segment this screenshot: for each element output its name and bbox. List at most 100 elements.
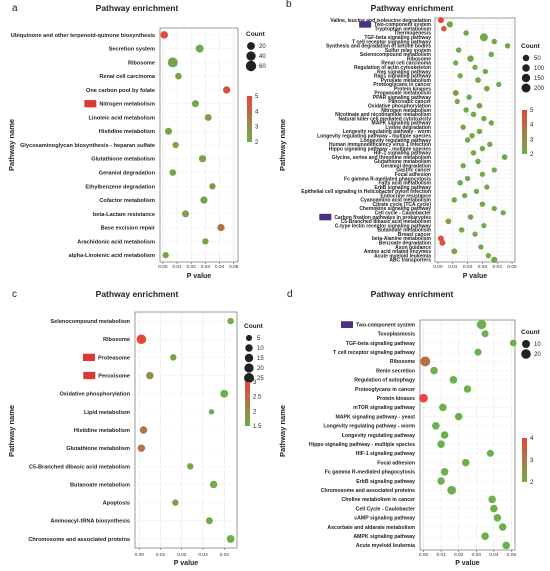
- x-tick-label: 0.00: [433, 264, 443, 270]
- data-point: [460, 163, 466, 169]
- pathway-label: Selenocompound metabolism: [50, 319, 130, 325]
- pathway-label: Citrate cycle (TCA cycle): [373, 202, 432, 208]
- pathway-label: Selenocompound metabolism: [360, 52, 432, 58]
- pathway-label: Ethylbenzene degradation: [85, 184, 155, 190]
- data-point: [181, 210, 190, 218]
- x-tick-label: 0.05: [229, 264, 239, 270]
- data-point: [460, 124, 466, 130]
- data-point: [463, 385, 472, 393]
- data-point: [464, 175, 471, 182]
- pathway-label: Natural killer cell mediated cytotoxicit…: [338, 116, 431, 122]
- pathway-label: Amino acid related enzymes: [364, 249, 431, 255]
- count-legend-value: 10: [257, 346, 264, 352]
- pathway-label: Secretion system: [109, 47, 155, 53]
- pathway-label: alpha-Linolenic acid metabolism: [69, 253, 155, 259]
- pathway-label: Fc gamma R-mediated phagocytosis: [325, 470, 415, 476]
- count-legend-dot: [245, 344, 253, 352]
- count-legend-dot: [521, 73, 531, 83]
- y-axis-label: Pathway name: [7, 119, 16, 171]
- count-legend-value: 20: [534, 352, 541, 358]
- count-legend-title: Count: [521, 43, 541, 50]
- count-legend-dot: [522, 54, 530, 62]
- pathway-label: Benzoate degradation: [379, 240, 431, 246]
- count-legend-value: 50: [534, 56, 541, 62]
- pathway-label: Ribosome: [103, 337, 130, 343]
- pathway-label: Propanoate metabolism: [374, 91, 431, 97]
- data-point: [479, 145, 486, 152]
- data-point: [437, 440, 445, 448]
- pathway-label: Oxidative phosphorylation: [368, 104, 431, 110]
- pathway-label: beta-Alanine metabolism: [372, 236, 432, 242]
- color-legend-value: 4: [530, 123, 534, 129]
- pathway-label: Breast cancer: [398, 232, 431, 238]
- x-tick-label: 0.01: [448, 264, 458, 270]
- data-point: [191, 100, 199, 108]
- pathway-label: Two-component system: [374, 22, 431, 28]
- pathway-label: Renin secretion: [376, 368, 415, 374]
- y-axis-label: Pathway name: [7, 405, 16, 457]
- pathway-label: Gastric cancer: [396, 168, 431, 174]
- count-legend-value: 60: [259, 64, 266, 70]
- pathway-label: Apoptosis: [103, 501, 130, 507]
- pathway-label: Focal adhesion: [377, 460, 415, 466]
- data-point: [491, 38, 498, 45]
- data-point: [200, 196, 208, 204]
- data-point: [432, 422, 440, 430]
- color-legend-value: 5: [530, 108, 534, 114]
- pathway-label: HIF-1 signaling pathway: [356, 451, 415, 457]
- x-axis-label: P value: [187, 273, 211, 280]
- pathway-label: Fc gamma R-mediated phagocytosis: [344, 176, 431, 182]
- data-point: [455, 47, 462, 53]
- pathway-label: Longevity regulating pathway: [360, 138, 431, 144]
- count-legend-value: 10: [534, 342, 541, 348]
- pathway-label: Renal cell carcinoma: [99, 74, 156, 80]
- pathway-label: ErbB signaling pathway: [374, 185, 431, 191]
- data-point: [488, 120, 495, 126]
- pathway-label: Protein kinases: [394, 86, 431, 92]
- pathway-label: Endocrine resistance: [380, 193, 431, 199]
- data-point: [487, 141, 493, 147]
- color-legend-bar: [247, 96, 252, 142]
- x-tick-label: 0.02: [177, 552, 187, 558]
- x-axis-label: P value: [174, 560, 198, 567]
- data-point: [445, 218, 452, 225]
- data-point: [473, 188, 480, 195]
- data-point: [485, 252, 491, 259]
- data-point: [208, 409, 215, 415]
- data-point: [490, 504, 498, 513]
- pathway-label: Longevity regulating pathway - worm: [323, 424, 415, 430]
- pathway-label: Ubiquinone and other terpenoid-quinone b…: [11, 33, 155, 39]
- data-point: [209, 480, 218, 489]
- data-point: [493, 514, 502, 522]
- data-point: [496, 81, 502, 88]
- x-tick-label: 0.04: [215, 264, 225, 270]
- data-point: [441, 25, 447, 32]
- data-point: [478, 244, 484, 250]
- pathway-label: Cell cycle - Caulobacter: [375, 211, 431, 217]
- count-legend-dot: [244, 373, 254, 383]
- color-legend-bar: [522, 438, 527, 482]
- data-point: [172, 141, 179, 149]
- pathway-label: Axon guidance: [395, 245, 431, 251]
- data-point: [440, 431, 449, 439]
- count-legend-title: Count: [244, 323, 264, 330]
- x-axis-label: P value: [455, 560, 479, 567]
- color-legend-value: 1.5: [253, 424, 262, 430]
- x-tick-label: 0.01: [156, 552, 166, 558]
- data-point: [453, 60, 459, 66]
- highlight-marker: [359, 21, 372, 28]
- panel-c-chart: c Pathway enrichment 0.00 0.01 0.02 0.03 0.04 S…: [7, 289, 264, 567]
- data-point: [474, 348, 482, 356]
- pathway-label: Glycosaminoglycan biosynthesis - heparan…: [20, 143, 155, 149]
- x-tick-label: 0.02: [454, 552, 464, 558]
- x-tick-label: 0.01: [172, 264, 182, 270]
- count-legend-dot: [245, 334, 253, 342]
- pathway-label: Linoleic acid metabolism: [88, 115, 155, 121]
- x-tick-label: 0.04: [489, 552, 499, 558]
- color-legend-value: 2: [255, 140, 259, 146]
- count-legend-value: 5: [257, 336, 261, 342]
- data-point: [458, 227, 465, 233]
- data-point: [170, 354, 177, 361]
- pathway-label: Glutathione metabolism: [374, 159, 432, 165]
- pathway-label: Human immunodeficiency virus 1 infection: [329, 142, 431, 148]
